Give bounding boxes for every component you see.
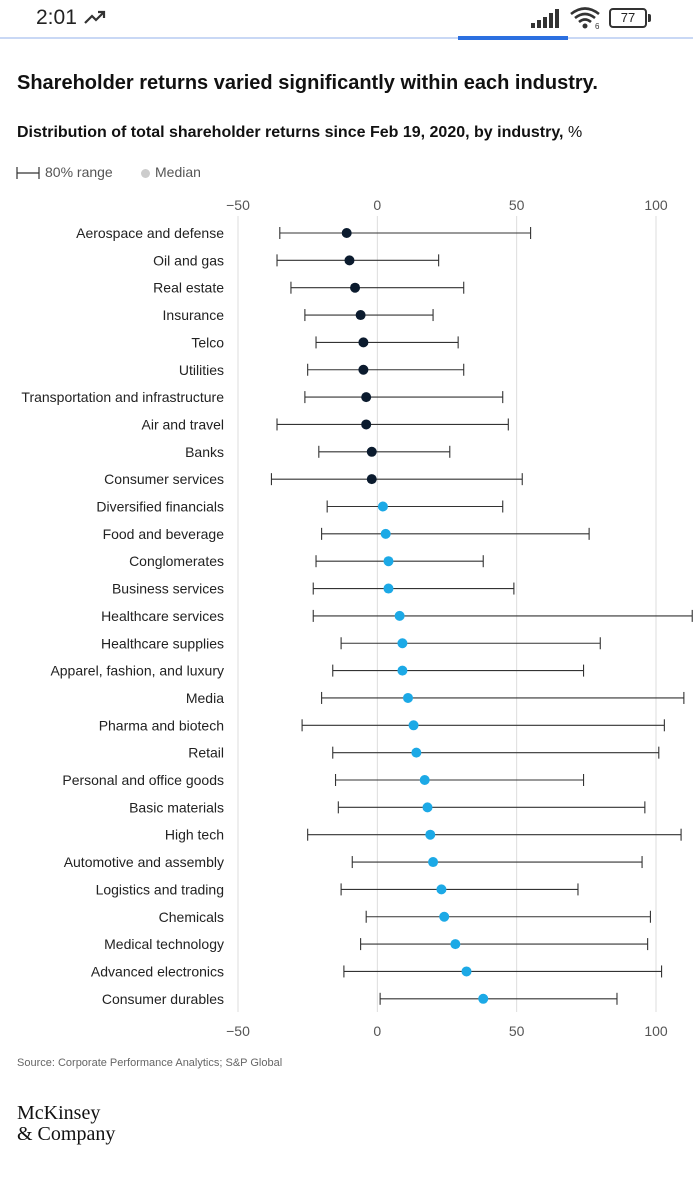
chart-subtitle-unit: % [567,124,583,141]
row-label: Oil and gas [153,252,224,268]
signal-icon [531,9,559,28]
mckinsey-logo: McKinsey & Company [17,1103,115,1145]
row-label: Pharma and biotech [99,717,224,733]
battery-icon: 77 [609,8,651,28]
row-label: Banks [185,444,224,460]
row-label: Diversified financials [96,499,224,515]
chart-subtitle-text: Distribution of total shareholder return… [17,124,564,141]
chart-subtitle: Distribution of total shareholder return… [17,124,582,142]
logo-line-1: McKinsey [17,1102,101,1124]
row-label: Personal and office goods [62,772,224,788]
row-label: Telco [191,334,224,350]
x-tick-label-bottom: 0 [373,1023,381,1039]
x-tick-label-top: 0 [373,197,381,213]
median-dot [397,638,408,649]
x-tick-label-bottom: 100 [644,1023,668,1039]
row-label: Consumer durables [102,991,224,1007]
median-dot [383,556,394,567]
median-dot [397,665,408,676]
range-icon [16,167,40,179]
wifi-icon: 6 [570,7,600,30]
median-dot [394,610,405,621]
row-label: Basic materials [129,799,224,815]
row-label: Media [186,690,224,706]
median-dot-icon [141,169,150,178]
x-tick-label-top: 100 [644,197,668,213]
legend-median-label: Median [155,164,201,180]
row-label: Healthcare services [101,608,224,624]
range-chart: −50 −50 0 0 50 50 100 100 Aerospace and defense O… [21,197,693,1039]
row-label: Utilities [179,362,224,378]
trend-up-icon [84,10,106,24]
row-label: Transportation and infrastructure [21,389,224,405]
logo-line-2: & Company [17,1123,116,1145]
row-label: Healthcare supplies [101,635,224,651]
median-dot [377,501,388,512]
x-tick-label-top: −50 [226,197,250,213]
row-label: Conglomerates [129,553,224,569]
median-dot [436,884,447,895]
median-dot [358,364,369,375]
median-dot [383,583,394,594]
median-dot [361,419,372,430]
row-label: Advanced electronics [91,963,224,979]
row-label: Insurance [163,307,225,323]
median-dot [361,392,372,403]
source-note: Source: Corporate Performance Analytics;… [17,1057,283,1069]
x-tick-label-bottom: 50 [509,1023,525,1039]
median-dot [355,310,366,321]
median-dot [425,829,436,840]
headline: Shareholder returns varied significantly… [17,72,598,94]
median-dot [422,802,433,813]
median-dot [366,474,377,485]
median-dot [439,911,450,922]
median-dot [341,228,352,238]
battery-level: 77 [620,10,636,25]
row-label: Logistics and trading [96,881,224,897]
row-label: Aerospace and defense [76,225,224,241]
row-label: High tech [165,827,224,843]
median-dot [478,993,489,1004]
row-label: Retail [188,745,224,761]
median-dot [402,692,413,703]
median-dot [358,337,369,348]
status-time: 2:01 [36,6,77,29]
svg-text:6: 6 [595,22,600,30]
row-label: Apparel, fashion, and luxury [50,663,224,679]
median-dot [419,775,430,785]
legend-range-label: 80% range [45,164,113,180]
median-dot [428,857,439,868]
x-tick-label-top: 50 [509,197,525,213]
median-dot [411,747,422,758]
row-label: Real estate [153,280,224,296]
scroll-progress-bar [0,36,693,40]
median-dot [350,282,361,293]
median-dot [380,528,391,539]
median-dot [461,966,472,977]
x-tick-label-bottom: −50 [226,1023,250,1039]
row-label: Chemicals [159,909,224,925]
row-label: Automotive and assembly [64,854,224,870]
median-dot [366,446,377,457]
row-label: Air and travel [142,416,224,432]
row-label: Medical technology [104,936,224,952]
median-dot [344,255,355,266]
row-label: Consumer services [104,471,224,487]
row-label: Food and beverage [103,526,225,542]
median-dot [450,939,461,950]
status-bar: 2:01 6 77 [0,0,693,38]
median-dot [408,720,419,731]
row-label: Business services [112,581,224,597]
